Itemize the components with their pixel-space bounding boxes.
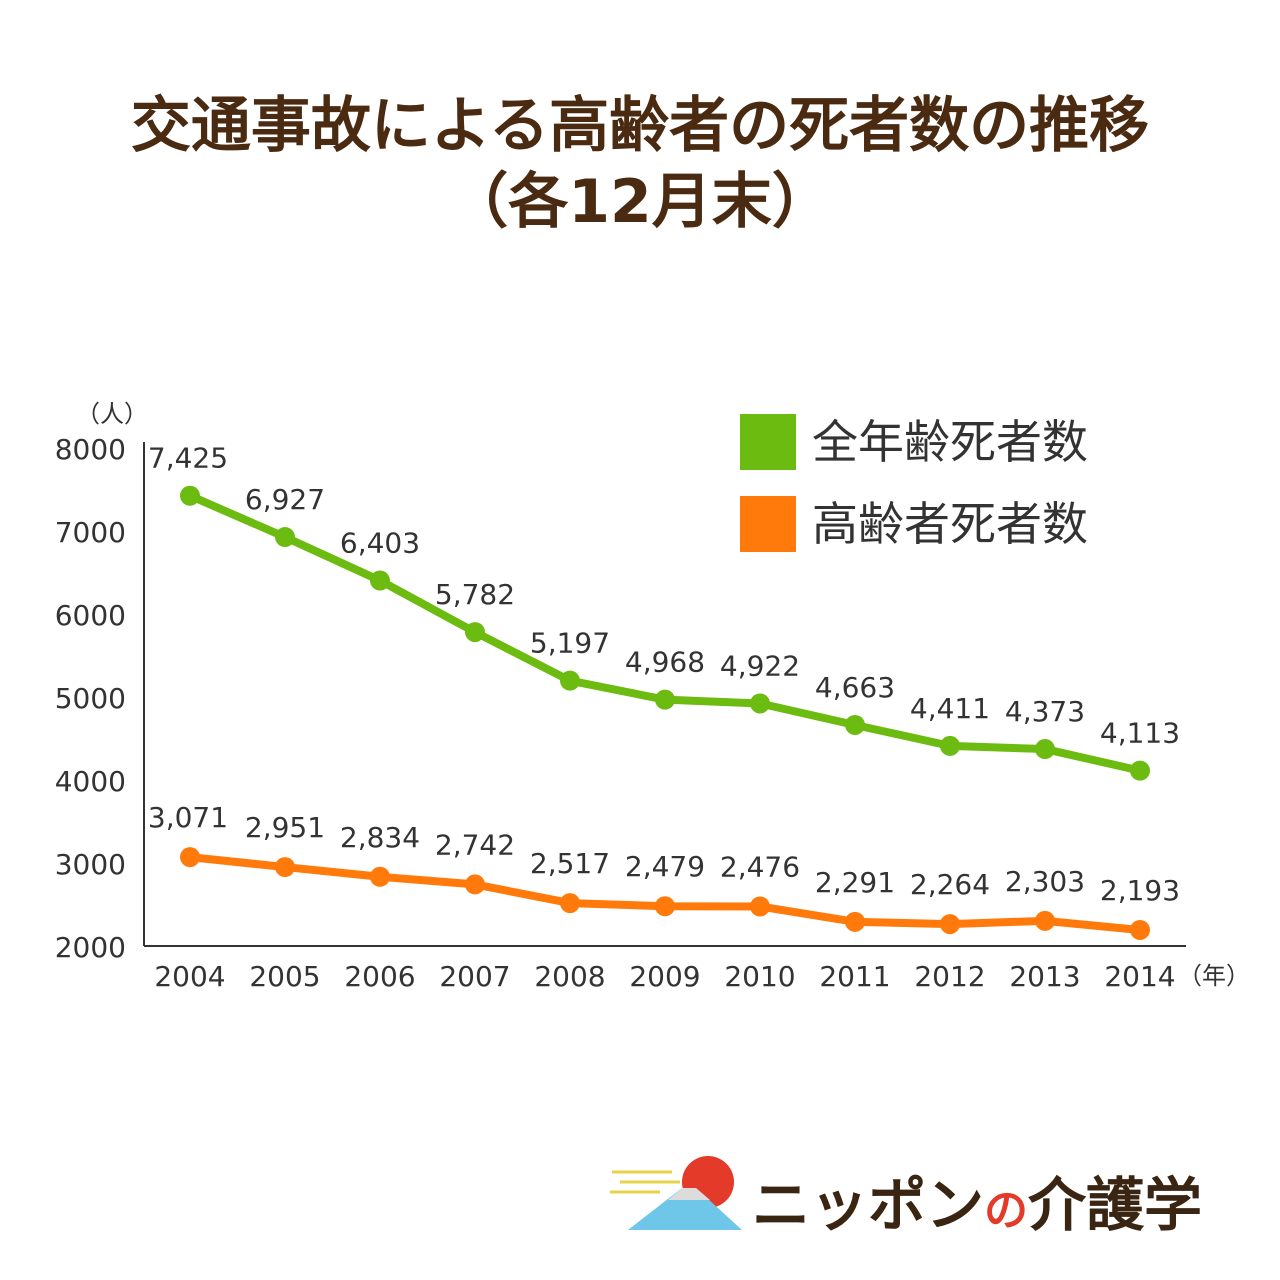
data-label: 2,951 xyxy=(245,811,325,844)
y-tick-label: 2000 xyxy=(55,931,126,964)
data-point xyxy=(370,866,390,887)
x-tick-label: 2006 xyxy=(344,960,415,993)
title-line-2: （各12月末） xyxy=(448,167,832,237)
x-tick-label: 2004 xyxy=(154,960,225,993)
y-tick-label: 4000 xyxy=(55,765,126,798)
data-point xyxy=(655,896,675,917)
data-label: 2,264 xyxy=(910,868,990,901)
line-chart: 2000 3000 4000 5000 6000 7000 8000 （人） 2004 2005 2… xyxy=(55,400,1250,993)
data-point xyxy=(750,693,770,714)
logo-text-no: の xyxy=(984,1185,1029,1236)
legend-swatch xyxy=(740,414,796,470)
data-label: 2,476 xyxy=(720,850,800,883)
data-label: 6,927 xyxy=(245,483,325,516)
data-label: 7,425 xyxy=(148,442,228,475)
data-point xyxy=(560,893,580,914)
y-tick-label: 3000 xyxy=(55,848,126,881)
x-tick-label: 2009 xyxy=(629,960,700,993)
x-tick-label: 2013 xyxy=(1009,960,1080,993)
data-label: 2,291 xyxy=(815,866,895,899)
data-label: 2,517 xyxy=(530,847,610,880)
data-point xyxy=(1130,919,1150,940)
logo-text: ニッポンの介護学 xyxy=(752,1158,1202,1242)
data-point xyxy=(275,857,295,878)
data-point xyxy=(655,689,675,710)
x-tick-label: 2012 xyxy=(914,960,985,993)
logo-text-end: 介護学 xyxy=(1028,1171,1203,1239)
data-label: 2,193 xyxy=(1100,874,1180,907)
data-label: 4,663 xyxy=(815,671,895,704)
data-label: 2,479 xyxy=(625,850,705,883)
data-label: 4,968 xyxy=(625,646,705,679)
x-tick-label: 2007 xyxy=(439,960,510,993)
data-point xyxy=(465,622,485,643)
data-point xyxy=(465,874,485,895)
data-point xyxy=(845,911,865,932)
data-label: 5,782 xyxy=(435,578,515,611)
data-label: 4,922 xyxy=(720,649,800,682)
data-point xyxy=(1130,760,1150,781)
x-tick-label: 2005 xyxy=(249,960,320,993)
legend-label: 高齢者死者数 xyxy=(812,497,1088,551)
site-logo: ニッポンの介護学 xyxy=(610,1150,1250,1240)
chart-title: 交通事故による高齢者の死者数の推移 （各12月末） xyxy=(0,88,1280,240)
data-point xyxy=(940,735,960,756)
x-tick-label: 2014 xyxy=(1104,960,1175,993)
data-label: 4,411 xyxy=(910,692,990,725)
data-label: 5,197 xyxy=(530,627,610,660)
x-axis-unit: （年） xyxy=(1178,962,1250,990)
x-tick-label: 2011 xyxy=(819,960,890,993)
data-point xyxy=(845,714,865,735)
data-point xyxy=(940,914,960,935)
y-tick-label: 5000 xyxy=(55,682,126,715)
logo-text-main: ニッポン xyxy=(752,1171,985,1239)
data-point xyxy=(1035,739,1055,760)
legend-swatch xyxy=(740,496,796,552)
data-label: 4,113 xyxy=(1100,717,1180,750)
data-label: 2,834 xyxy=(340,821,420,854)
data-label: 4,373 xyxy=(1005,695,1085,728)
y-tick-label: 8000 xyxy=(55,433,126,466)
y-tick-label: 6000 xyxy=(55,599,126,632)
y-tick-label: 7000 xyxy=(55,516,126,549)
title-line-1: 交通事故による高齢者の死者数の推移 xyxy=(130,91,1150,161)
legend-label: 全年齢死者数 xyxy=(812,415,1088,469)
mount-fuji-sun-icon xyxy=(610,1156,742,1230)
data-label: 6,403 xyxy=(340,527,420,560)
data-point xyxy=(370,570,390,591)
data-label: 3,071 xyxy=(148,801,228,834)
data-label: 2,303 xyxy=(1005,865,1085,898)
data-point xyxy=(180,485,200,506)
y-axis-unit: （人） xyxy=(76,400,148,428)
x-tick-label: 2010 xyxy=(724,960,795,993)
data-point xyxy=(275,527,295,548)
data-point xyxy=(560,670,580,691)
data-point xyxy=(180,847,200,868)
data-point xyxy=(1035,910,1055,931)
data-label: 2,742 xyxy=(435,828,515,861)
x-tick-label: 2008 xyxy=(534,960,605,993)
data-point xyxy=(750,896,770,917)
